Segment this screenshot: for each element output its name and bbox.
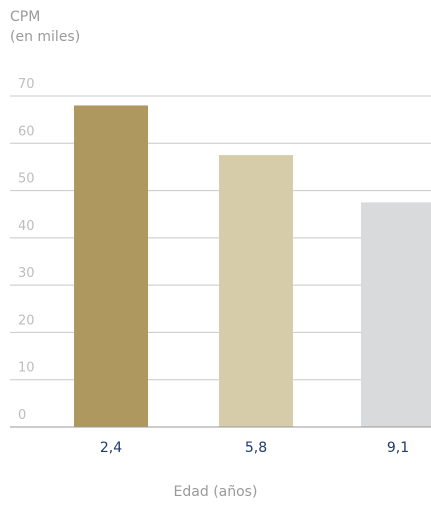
y-tick-label: 50 — [18, 172, 35, 187]
y-tick-label: 0 — [18, 408, 26, 423]
bar — [361, 202, 431, 427]
y-tick-label: 10 — [18, 361, 35, 376]
y-axis-label-line2: (en miles) — [10, 29, 81, 45]
bar — [74, 105, 148, 427]
y-tick-label: 30 — [18, 266, 35, 281]
y-tick-label: 70 — [18, 77, 35, 92]
y-axis-label-line1: CPM — [10, 9, 41, 25]
x-axis-label: Edad (años) — [173, 484, 258, 500]
y-tick-label: 60 — [18, 124, 35, 139]
x-tick-label: 2,4 — [100, 440, 122, 456]
plot-area: 0 10 20 30 40 50 60 70 2,4 5,8 9,1 — [10, 77, 431, 456]
bar — [219, 155, 293, 427]
x-tick-label: 9,1 — [387, 440, 409, 456]
x-tick-label: 5,8 — [245, 440, 267, 456]
y-tick-label: 40 — [18, 219, 35, 234]
y-tick-label: 20 — [18, 313, 35, 328]
